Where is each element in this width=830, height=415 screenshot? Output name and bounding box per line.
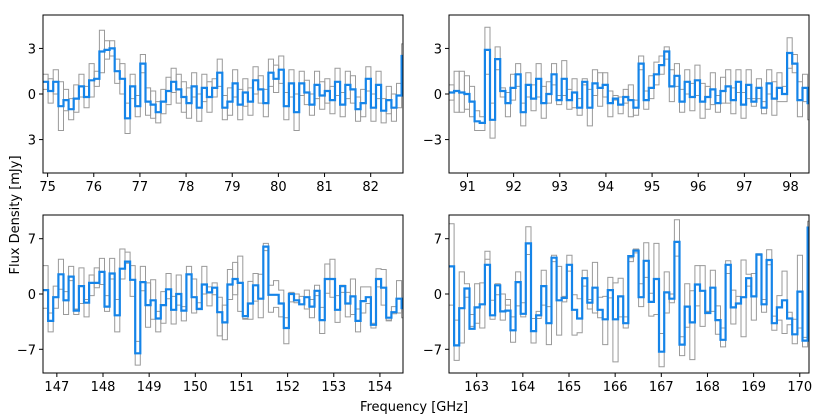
x-tick-label: 94 xyxy=(598,180,615,195)
panel-bottom-right: 163 164 165 166 167 168 169 170 −7 0 7 xyxy=(423,214,812,395)
panel-top-left: 75 76 77 78 79 80 81 82 3 0 3 xyxy=(28,14,404,195)
x-tick-label: 92 xyxy=(505,180,522,195)
x-tick-label: 169 xyxy=(741,380,766,395)
x-tick-label: 80 xyxy=(270,180,287,195)
x-tick-label: 79 xyxy=(224,180,241,195)
x-tick-label: 151 xyxy=(229,380,254,395)
series-spectrum xyxy=(449,48,809,124)
y-tick-label: −7 xyxy=(17,343,36,358)
x-axis-title: Frequency [GHz] xyxy=(360,400,468,415)
series-noise-b xyxy=(43,242,403,366)
y-tick-label: 3 xyxy=(434,42,442,57)
y-tick-label: −3 xyxy=(423,134,442,149)
x-tick-label: 82 xyxy=(362,180,379,195)
y-tick-label: 0 xyxy=(28,288,36,303)
x-tick-label: 167 xyxy=(649,380,674,395)
x-tick-label: 98 xyxy=(782,180,799,195)
plot-area xyxy=(449,26,809,139)
x-tick-label: 81 xyxy=(316,180,333,195)
x-tick-label: 154 xyxy=(368,380,393,395)
x-tick-label: 168 xyxy=(695,380,720,395)
x-tick-label: 148 xyxy=(91,380,116,395)
y-tick-label: 0 xyxy=(28,88,36,103)
x-tick-label: 152 xyxy=(275,380,300,395)
x-tick-label: 164 xyxy=(510,380,535,395)
x-tick-label: 95 xyxy=(644,180,661,195)
x-tick-label: 75 xyxy=(39,180,56,195)
x-tick-label: 93 xyxy=(551,180,568,195)
y-tick-label: 3 xyxy=(28,134,36,149)
x-tick-label: 165 xyxy=(557,380,582,395)
plot-area xyxy=(43,242,403,366)
x-tick-label: 76 xyxy=(85,180,102,195)
y-axis-title: Flux Density [mJy] xyxy=(8,155,23,274)
series-spectrum xyxy=(43,47,403,120)
x-tick-label: 163 xyxy=(464,380,489,395)
x-tick-label: 147 xyxy=(44,380,69,395)
x-tick-label: 153 xyxy=(321,380,346,395)
y-tick-label: 7 xyxy=(434,233,442,248)
y-tick-label: 0 xyxy=(434,88,442,103)
plot-area xyxy=(449,219,809,368)
x-tick-label: 96 xyxy=(690,180,707,195)
x-tick-label: 78 xyxy=(178,180,195,195)
series-noise-b xyxy=(449,26,809,139)
series-noise-b xyxy=(43,40,403,124)
y-tick-label: 3 xyxy=(28,42,36,57)
plot-area xyxy=(43,29,403,134)
axes-frame xyxy=(42,214,404,374)
panel-top-right: 91 92 93 94 95 96 97 98 −3 0 3 xyxy=(423,14,810,195)
x-tick-label: 150 xyxy=(183,380,208,395)
series-spectrum xyxy=(449,226,809,353)
series-noise-a xyxy=(43,29,403,134)
x-tick-label: 166 xyxy=(603,380,628,395)
x-tick-label: 97 xyxy=(736,180,753,195)
x-tick-label: 170 xyxy=(787,380,812,395)
x-tick-label: 149 xyxy=(137,380,162,395)
y-tick-label: 0 xyxy=(434,288,442,303)
series-spectrum xyxy=(43,245,403,355)
x-tick-label: 77 xyxy=(132,180,149,195)
axes-frame xyxy=(448,14,810,174)
y-tick-label: 7 xyxy=(28,233,36,248)
y-tick-label: −7 xyxy=(423,343,442,358)
x-tick-label: 91 xyxy=(459,180,476,195)
panel-bottom-left: 147 148 149 150 151 152 153 154 −7 0 7 xyxy=(17,214,404,395)
